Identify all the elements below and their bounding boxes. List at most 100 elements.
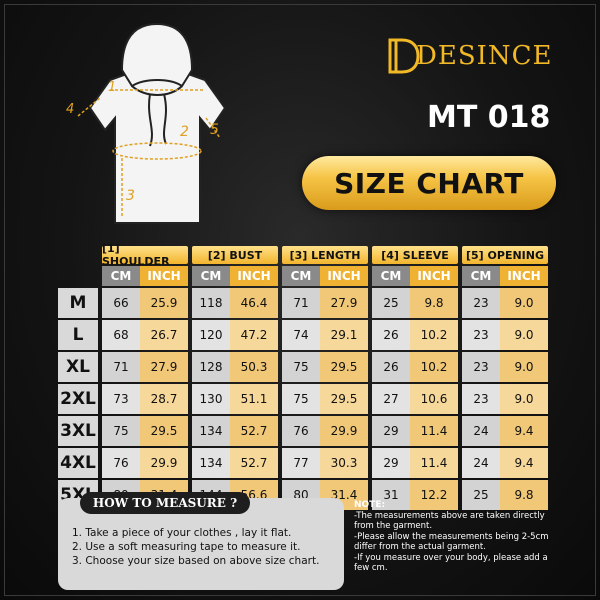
- table-cell: 25.9: [140, 288, 188, 318]
- note-line: -Please allow the measurements being 2-5…: [354, 532, 554, 553]
- table-cell: 26.7: [140, 320, 188, 350]
- column-group-header: [3] LENGTH: [282, 246, 368, 264]
- table-cell: 75: [102, 416, 140, 446]
- model-number: MT 018: [427, 100, 550, 135]
- table-cell: 51.1: [230, 384, 278, 414]
- table-cell: 27: [372, 384, 410, 414]
- table-cell: 134: [192, 416, 230, 446]
- label-3: 3: [126, 188, 135, 204]
- measure-step: 2. Use a soft measuring tape to measure …: [72, 540, 319, 554]
- table-cell: 23: [462, 320, 500, 350]
- size-label: XL: [58, 352, 98, 382]
- brand-name: DESINCE: [416, 41, 553, 71]
- size-label: 4XL: [58, 448, 98, 478]
- table-cell: 73: [102, 384, 140, 414]
- inch-unit-header: INCH: [500, 266, 548, 286]
- table-cell: 29: [372, 448, 410, 478]
- note-line: -The measurements above are taken direct…: [354, 511, 554, 532]
- table-cell: 75: [282, 384, 320, 414]
- table-cell: 9.4: [500, 448, 548, 478]
- table-cell: 118: [192, 288, 230, 318]
- measure-step: 1. Take a piece of your clothes , lay it…: [72, 526, 319, 540]
- table-cell: 76: [282, 416, 320, 446]
- table-cell: 75: [282, 352, 320, 382]
- table-cell: 27.9: [320, 288, 368, 318]
- note-block: NOTE: -The measurements above are taken …: [354, 500, 554, 574]
- measure-steps: 1. Take a piece of your clothes , lay it…: [72, 526, 319, 568]
- cm-unit-header: CM: [102, 266, 140, 286]
- size-label: 2XL: [58, 384, 98, 414]
- table-cell: 9.4: [500, 416, 548, 446]
- table-cell: 29.9: [320, 416, 368, 446]
- size-label: 3XL: [58, 416, 98, 446]
- table-cell: 23: [462, 384, 500, 414]
- cm-unit-header: CM: [282, 266, 320, 286]
- table-cell: 10.2: [410, 320, 458, 350]
- size-label: L: [58, 320, 98, 350]
- table-cell: 10.6: [410, 384, 458, 414]
- table-cell: 29.1: [320, 320, 368, 350]
- table-cell: 23: [462, 352, 500, 382]
- table-cell: 134: [192, 448, 230, 478]
- table-cell: 29: [372, 416, 410, 446]
- table-cell: 9.0: [500, 320, 548, 350]
- table-cell: 29.5: [320, 384, 368, 414]
- table-cell: 9.0: [500, 352, 548, 382]
- table-cell: 28.7: [140, 384, 188, 414]
- inch-unit-header: INCH: [320, 266, 368, 286]
- note-line: -If you measure over your body, please a…: [354, 553, 554, 574]
- inch-unit-header: INCH: [410, 266, 458, 286]
- d-logo-icon: [386, 36, 420, 76]
- size-label: M: [58, 288, 98, 318]
- table-cell: 74: [282, 320, 320, 350]
- table-cell: 66: [102, 288, 140, 318]
- table-cell: 23: [462, 288, 500, 318]
- table-cell: 9.0: [500, 288, 548, 318]
- brand-logo: DESINCE: [386, 36, 556, 76]
- column-group-header: [4] SLEEVE: [372, 246, 458, 264]
- how-to-measure-box: HOW TO MEASURE ? 1. Take a piece of your…: [58, 498, 344, 590]
- cm-unit-header: CM: [192, 266, 230, 286]
- table-cell: 30.3: [320, 448, 368, 478]
- note-title: NOTE:: [354, 500, 554, 511]
- size-chart-banner: SIZE CHART: [302, 156, 556, 210]
- column-group-header: [2] BUST: [192, 246, 278, 264]
- table-cell: 76: [102, 448, 140, 478]
- table-cell: 9.8: [410, 288, 458, 318]
- hoodie-diagram: 1 2 3 4 5: [60, 18, 255, 230]
- table-cell: 24: [462, 448, 500, 478]
- table-cell: 50.3: [230, 352, 278, 382]
- table-cell: 46.4: [230, 288, 278, 318]
- table-cell: 29.5: [320, 352, 368, 382]
- table-cell: 52.7: [230, 448, 278, 478]
- table-cell: 10.2: [410, 352, 458, 382]
- column-group-header: [5] OPENING: [462, 246, 548, 264]
- label-2: 2: [180, 124, 189, 140]
- cm-unit-header: CM: [372, 266, 410, 286]
- table-cell: 71: [102, 352, 140, 382]
- column-group-header: [1] SHOULDER: [102, 246, 188, 264]
- table-cell: 47.2: [230, 320, 278, 350]
- table-cell: 27.9: [140, 352, 188, 382]
- table-cell: 77: [282, 448, 320, 478]
- table-cell: 71: [282, 288, 320, 318]
- table-cell: 26: [372, 320, 410, 350]
- label-1: 1: [108, 80, 116, 95]
- table-cell: 9.0: [500, 384, 548, 414]
- how-to-measure-title: HOW TO MEASURE ?: [80, 492, 250, 514]
- measure-step: 3. Choose your size based on above size …: [72, 554, 319, 568]
- table-cell: 29.9: [140, 448, 188, 478]
- label-4: 4: [66, 102, 74, 117]
- table-cell: 130: [192, 384, 230, 414]
- table-cell: 68: [102, 320, 140, 350]
- table-cell: 120: [192, 320, 230, 350]
- table-cell: 11.4: [410, 416, 458, 446]
- table-cell: 26: [372, 352, 410, 382]
- table-cell: 11.4: [410, 448, 458, 478]
- table-cell: 52.7: [230, 416, 278, 446]
- inch-unit-header: INCH: [140, 266, 188, 286]
- table-cell: 25: [372, 288, 410, 318]
- table-cell: 128: [192, 352, 230, 382]
- cm-unit-header: CM: [462, 266, 500, 286]
- table-cell: 24: [462, 416, 500, 446]
